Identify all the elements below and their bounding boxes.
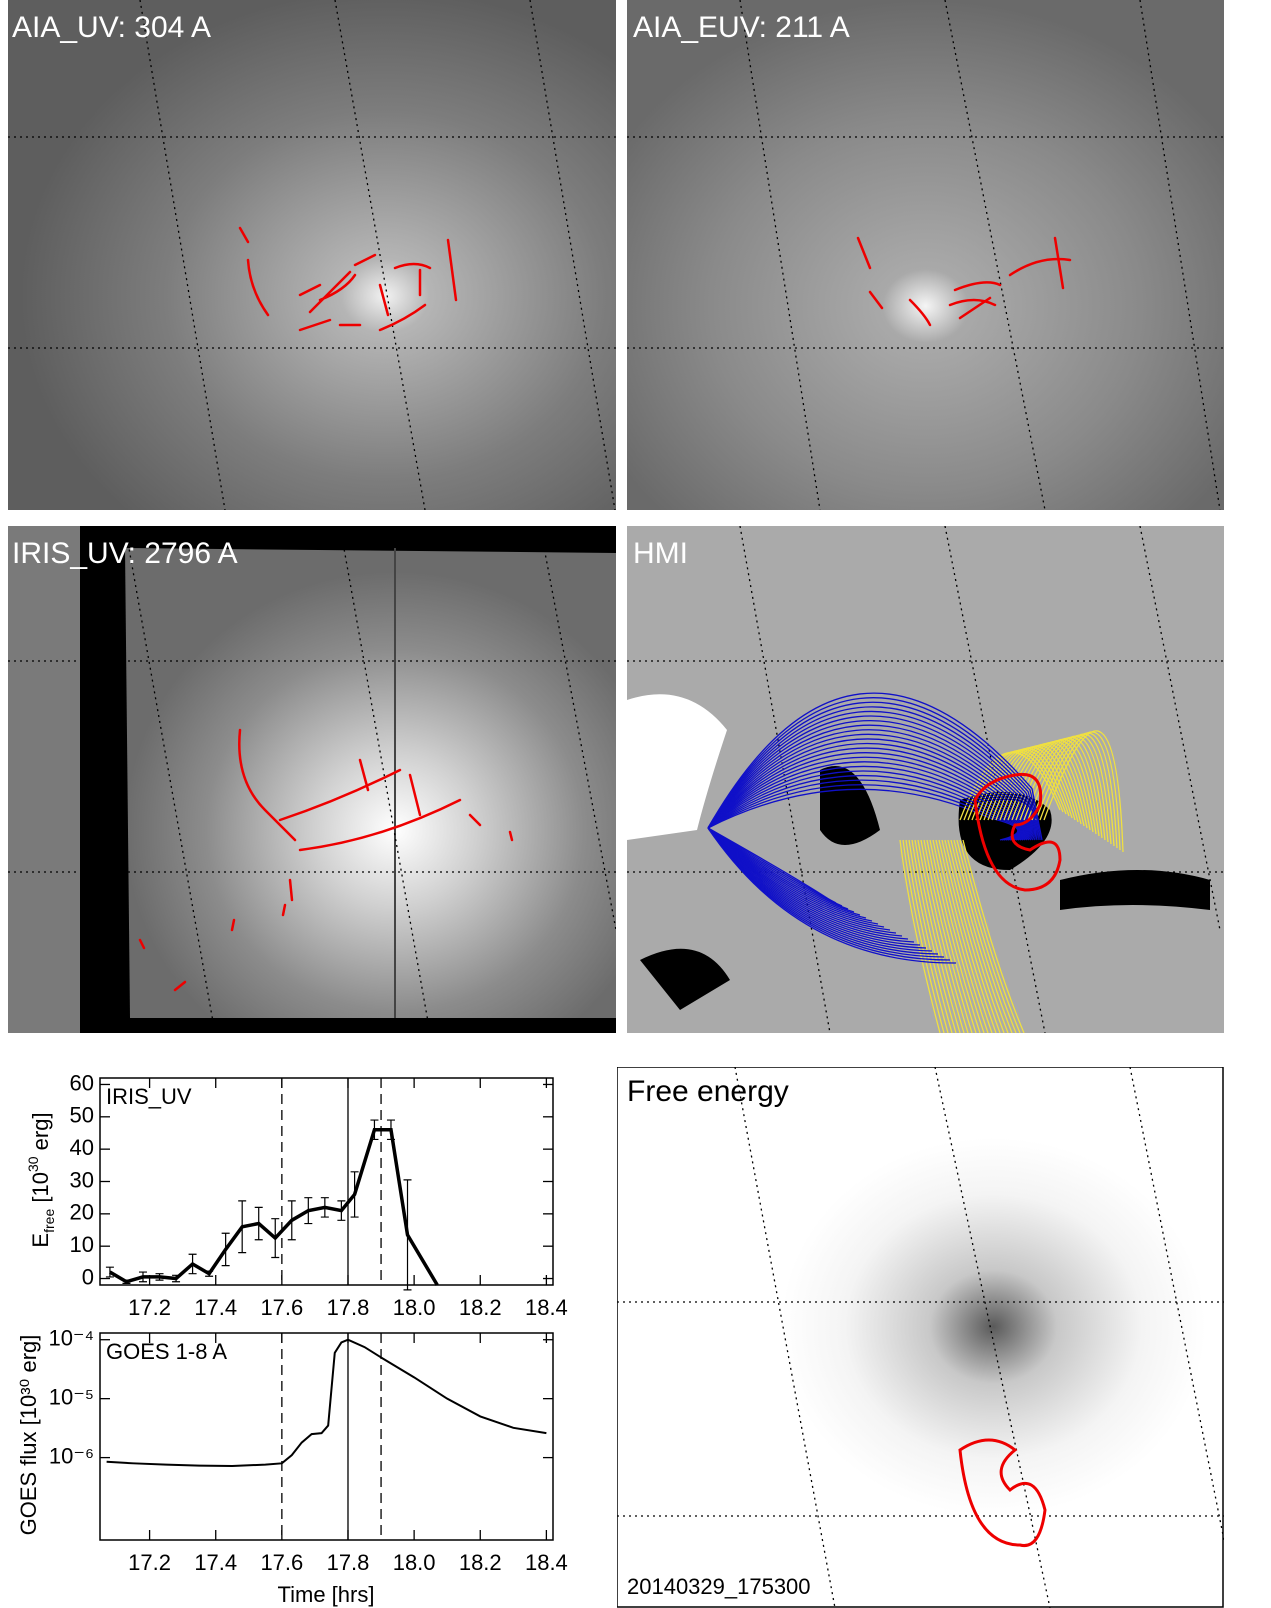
x-tick-label: 17.8 [327,1295,370,1320]
x-tick-label: 18.2 [459,1295,502,1320]
x-tick-label: 17.6 [260,1295,303,1320]
error-bar [271,1219,279,1258]
timestamp: 20140329_175300 [627,1574,811,1599]
annotation: IRIS_UV [106,1084,192,1109]
x-tick-label: 18.0 [393,1295,436,1320]
x-tick-label: 17.4 [194,1295,237,1320]
panel-label: AIA_EUV: 211 A [633,11,850,44]
label-part: [10 [28,1172,53,1209]
label-part: free [41,1209,57,1233]
x-tick-label: 18.4 [525,1295,568,1320]
y-tick-label: 60 [70,1070,94,1095]
plot-frame [100,1333,553,1540]
y-tick-label: 10⁻⁴ [48,1326,94,1351]
x-tick-label: 17.2 [128,1550,171,1575]
x-tick-label: 17.8 [327,1550,370,1575]
data-line [110,1130,437,1285]
aia-euv-panel [627,0,1224,510]
x-tick-label: 17.6 [260,1550,303,1575]
y-tick-label: 0 [82,1264,94,1289]
y-tick-label: 10⁻⁶ [49,1443,94,1468]
y-tick-label: 50 [70,1103,94,1128]
panel-label: IRIS_UV: 2796 A [12,537,238,570]
y-axis-label: GOES flux [10³⁰ erg] [16,1335,41,1536]
error-bar [404,1180,412,1290]
panel-label: Free energy [627,1075,789,1108]
label-part: 30 [25,1156,41,1172]
annotation: GOES 1-8 A [106,1339,227,1364]
x-tick-label: 18.4 [525,1550,568,1575]
x-tick-label: 17.4 [194,1550,237,1575]
label-part: E [28,1233,53,1248]
panel-label: HMI [633,537,688,570]
error-bar [222,1233,230,1265]
label-part: erg] [28,1112,53,1156]
x-tick-label: 18.2 [459,1550,502,1575]
y-tick-label: 40 [70,1135,94,1160]
y-tick-label: 30 [70,1167,94,1192]
y-tick-label: 10 [70,1232,94,1257]
error-bar [351,1172,359,1217]
figure: AIA_UV: 304 A AIA_EUV: 211 A IRIS_UV: 27… [0,0,1271,1608]
x-tick-label: 18.0 [393,1550,436,1575]
x-axis-label: Time [hrs] [278,1582,375,1607]
x-tick-label: 17.2 [128,1295,171,1320]
aia-uv-panel [8,0,616,510]
y-tick-label: 10⁻⁵ [49,1384,94,1409]
plot-frame [100,1078,553,1285]
free-energy-panel [617,1067,1224,1608]
hmi-panel [627,526,1224,1033]
iris-uv-panel [8,526,616,1033]
y-axis-label: Efree [1030 erg] [25,1112,57,1247]
panel-label: AIA_UV: 304 A [12,11,211,44]
y-tick-label: 20 [70,1200,94,1225]
